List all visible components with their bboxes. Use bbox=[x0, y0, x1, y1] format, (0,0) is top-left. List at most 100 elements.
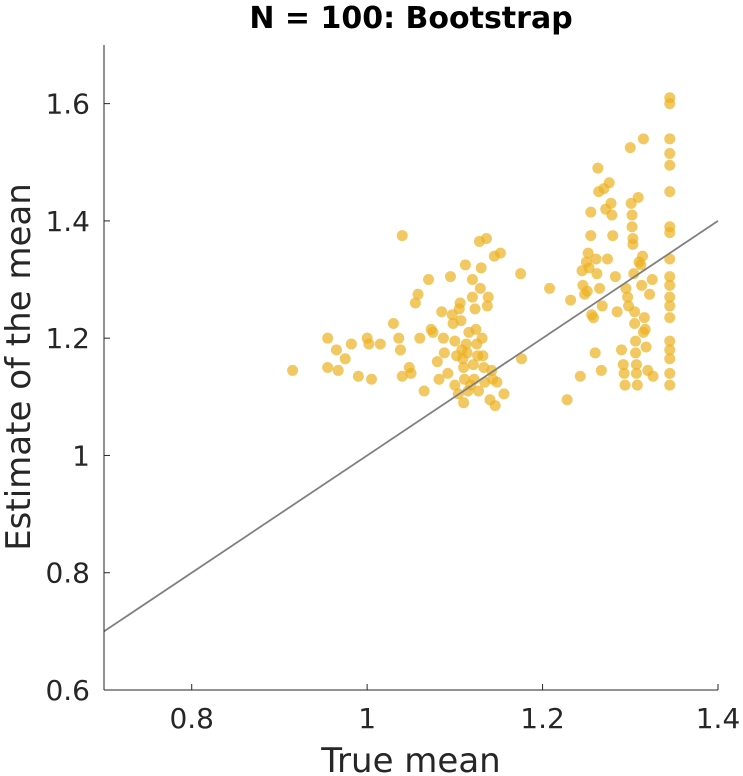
data-point bbox=[393, 332, 405, 344]
data-point bbox=[433, 373, 445, 385]
data-point bbox=[664, 353, 676, 365]
data-point bbox=[374, 338, 386, 350]
data-point bbox=[466, 291, 478, 303]
data-point bbox=[617, 359, 629, 371]
y-tick-label: 0.6 bbox=[45, 674, 90, 707]
data-point bbox=[590, 253, 602, 265]
data-point bbox=[619, 379, 631, 391]
data-point bbox=[437, 332, 449, 344]
data-point bbox=[482, 291, 494, 303]
x-axis-label: True mean bbox=[320, 741, 500, 776]
data-point bbox=[585, 230, 597, 242]
data-point bbox=[664, 186, 676, 198]
data-point bbox=[438, 347, 450, 359]
data-point bbox=[640, 341, 652, 353]
data-point bbox=[622, 291, 634, 303]
y-axis-ticks: 0.6 0.8 1 1.2 1.4 1.6 bbox=[45, 88, 110, 707]
y-tick-label: 0.8 bbox=[45, 557, 90, 590]
data-point bbox=[639, 323, 651, 335]
data-point bbox=[455, 315, 467, 327]
data-point bbox=[460, 338, 472, 350]
data-point bbox=[646, 274, 658, 286]
data-point bbox=[409, 297, 421, 309]
data-point bbox=[664, 300, 676, 312]
x-axis-ticks: 0.8 1 1.2 1.4 bbox=[169, 684, 740, 735]
data-point bbox=[480, 233, 492, 244]
data-point bbox=[664, 271, 676, 283]
data-point bbox=[607, 230, 619, 242]
y-tick-label: 1.2 bbox=[45, 322, 90, 355]
data-point bbox=[431, 356, 443, 368]
data-point bbox=[664, 159, 676, 171]
data-point bbox=[664, 335, 676, 347]
data-point bbox=[476, 332, 488, 344]
data-point bbox=[630, 335, 642, 347]
data-point bbox=[627, 238, 639, 250]
data-point bbox=[494, 247, 506, 259]
data-point bbox=[664, 344, 676, 356]
data-point bbox=[596, 300, 608, 312]
data-point bbox=[515, 268, 527, 280]
data-point bbox=[630, 367, 642, 379]
data-point bbox=[363, 338, 375, 350]
x-tick-label: 0.8 bbox=[169, 702, 214, 735]
data-point bbox=[606, 209, 618, 221]
data-point bbox=[461, 347, 473, 359]
y-tick-label: 1.4 bbox=[45, 205, 90, 238]
data-point bbox=[629, 306, 641, 318]
data-point bbox=[442, 367, 454, 379]
data-point bbox=[618, 367, 630, 379]
data-point bbox=[396, 230, 408, 242]
data-point bbox=[589, 347, 601, 359]
data-point bbox=[287, 364, 299, 376]
data-point bbox=[475, 262, 487, 274]
data-point bbox=[635, 259, 647, 271]
data-point bbox=[664, 279, 676, 291]
plot-area bbox=[103, 92, 719, 633]
data-point bbox=[595, 364, 607, 376]
data-point bbox=[620, 282, 632, 294]
data-point bbox=[394, 344, 406, 356]
data-point bbox=[664, 227, 676, 239]
chart-title: N = 100: Bootstrap bbox=[249, 1, 572, 36]
data-point bbox=[603, 177, 615, 189]
data-point bbox=[396, 370, 408, 382]
data-point bbox=[481, 300, 493, 312]
x-tick-label: 1.4 bbox=[696, 702, 741, 735]
data-point bbox=[467, 359, 479, 371]
points-layer bbox=[287, 92, 676, 412]
data-point bbox=[630, 347, 642, 359]
data-point bbox=[611, 306, 623, 318]
data-point bbox=[581, 285, 593, 297]
y-tick-label: 1.6 bbox=[45, 88, 90, 121]
data-point bbox=[454, 297, 466, 309]
data-point bbox=[544, 282, 556, 294]
data-point bbox=[473, 385, 485, 397]
data-point bbox=[436, 306, 448, 318]
data-point bbox=[498, 388, 510, 400]
data-point bbox=[405, 367, 417, 379]
y-tick-label: 1 bbox=[72, 439, 90, 472]
data-point bbox=[574, 370, 586, 382]
data-point bbox=[636, 279, 648, 291]
data-point bbox=[632, 191, 644, 203]
data-point bbox=[664, 253, 676, 265]
data-point bbox=[630, 359, 642, 371]
data-point bbox=[330, 344, 342, 356]
data-point bbox=[561, 394, 573, 406]
data-point bbox=[591, 268, 603, 280]
data-point bbox=[609, 271, 621, 283]
x-tick-label: 1.2 bbox=[520, 702, 565, 735]
data-point bbox=[605, 197, 617, 209]
data-point bbox=[418, 385, 430, 397]
data-point bbox=[664, 291, 676, 303]
data-point bbox=[332, 364, 344, 376]
data-point bbox=[592, 162, 604, 174]
data-point bbox=[466, 274, 478, 286]
data-point bbox=[638, 312, 650, 324]
data-point bbox=[427, 326, 439, 338]
data-point bbox=[626, 209, 638, 221]
data-point bbox=[414, 332, 426, 344]
data-point bbox=[366, 373, 378, 385]
data-point bbox=[412, 288, 424, 300]
